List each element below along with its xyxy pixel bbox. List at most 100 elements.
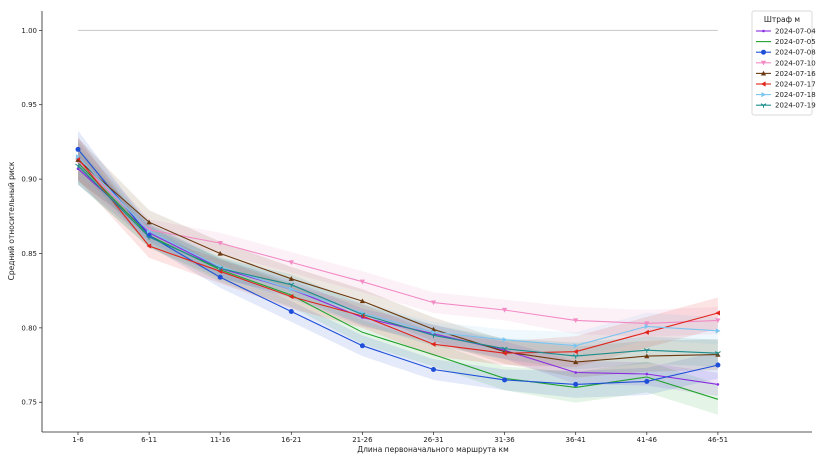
data-point xyxy=(761,49,766,55)
data-point xyxy=(288,260,294,266)
data-point xyxy=(75,146,81,152)
data-point xyxy=(217,240,223,246)
marker-stroke xyxy=(362,312,366,315)
marker-stroke xyxy=(575,354,579,357)
series-line xyxy=(77,148,719,385)
data-point xyxy=(715,351,721,356)
data-point xyxy=(76,167,80,170)
x-tick-label: 16-21 xyxy=(281,436,301,444)
y-axis-ticks: 0.75 0.80 0.85 0.90 0.95 1.00 xyxy=(21,27,42,407)
data-point xyxy=(715,318,721,324)
series-line xyxy=(77,156,718,347)
marker-stroke xyxy=(430,333,434,336)
marker-stroke xyxy=(760,103,764,106)
x-tick-label: 31-36 xyxy=(494,436,515,444)
data-point xyxy=(760,70,767,76)
marker-stroke xyxy=(148,235,152,238)
x-tick-label: 11-16 xyxy=(210,436,231,444)
marker-stroke xyxy=(217,266,221,269)
data-point xyxy=(146,235,152,240)
legend-label: 2024-07-04 xyxy=(775,28,816,36)
data-point xyxy=(573,381,579,387)
data-point xyxy=(644,323,650,329)
series-lines xyxy=(77,148,719,400)
marker-stroke xyxy=(288,282,292,286)
legend-label: 2024-07-16 xyxy=(775,70,816,78)
x-tick-label: 46-51 xyxy=(708,436,728,444)
data-point xyxy=(502,377,508,383)
data-point xyxy=(502,350,507,356)
data-point xyxy=(146,243,152,249)
series-markers xyxy=(75,146,721,387)
marker-stroke xyxy=(146,235,150,238)
data-point xyxy=(573,343,579,349)
legend-item: 2024-07-19 xyxy=(756,102,816,110)
series-band xyxy=(78,138,718,378)
series-band xyxy=(78,142,718,337)
x-axis-label: Длина первоначального маршрута км xyxy=(357,445,508,454)
marker-stroke xyxy=(359,312,363,315)
y-tick-label: 1.00 xyxy=(21,27,37,35)
data-point xyxy=(359,298,365,304)
data-point xyxy=(715,328,721,334)
x-axis-ticks: 1-6 6-11 11-16 16-21 21-26 26-31 31-36 36-41 41-… xyxy=(72,432,728,444)
data-point xyxy=(217,274,223,280)
legend-box xyxy=(751,10,813,116)
x-tick-label: 6-11 xyxy=(141,436,157,444)
legend-label: 2024-07-08 xyxy=(775,49,816,57)
x-tick-label: 26-31 xyxy=(423,436,443,444)
data-point xyxy=(217,250,223,256)
series-line xyxy=(77,159,718,363)
data-point xyxy=(288,282,295,288)
data-point xyxy=(289,286,294,292)
legend-item: 2024-07-04 xyxy=(756,28,816,36)
y-tick-label: 0.80 xyxy=(21,324,37,332)
marker-stroke xyxy=(715,351,719,354)
data-point xyxy=(288,294,294,300)
data-point xyxy=(502,307,508,313)
data-point xyxy=(573,349,578,355)
marker-stroke xyxy=(763,103,767,106)
y-tick-label: 0.95 xyxy=(21,101,37,109)
series-line xyxy=(77,160,718,324)
marker-stroke xyxy=(717,351,721,354)
data-point xyxy=(645,372,649,376)
series-band xyxy=(78,136,718,368)
legend-item: 2024-07-16 xyxy=(756,70,816,78)
marker-stroke xyxy=(219,266,224,269)
data-point xyxy=(430,300,437,306)
data-point xyxy=(715,310,720,316)
data-point xyxy=(644,321,650,327)
data-point xyxy=(716,383,720,386)
legend-label: 2024-07-19 xyxy=(775,102,816,110)
data-point xyxy=(502,337,508,343)
data-point xyxy=(359,312,366,318)
legend-items: 2024-07-04 2024-07-05 2024-07-08 2024-07-10… xyxy=(756,28,816,110)
marker-stroke xyxy=(643,348,648,351)
series-line xyxy=(77,168,718,385)
data-point xyxy=(146,219,152,225)
marker-stroke xyxy=(75,163,79,167)
data-point xyxy=(359,279,365,285)
legend-label: 2024-07-18 xyxy=(775,91,816,99)
data-point xyxy=(574,371,577,374)
legend-label: 2024-07-17 xyxy=(775,81,816,89)
series-band xyxy=(78,141,718,415)
marker-stroke xyxy=(77,163,81,167)
series-band xyxy=(78,152,718,396)
data-point xyxy=(573,359,579,365)
data-point xyxy=(217,266,224,271)
data-point xyxy=(288,309,294,315)
data-point xyxy=(643,348,650,353)
marker-stroke xyxy=(504,346,508,350)
data-point xyxy=(760,81,766,87)
legend-label: 2024-07-05 xyxy=(775,38,816,46)
data-point xyxy=(501,346,508,352)
legend-item: 2024-07-18 xyxy=(756,91,816,99)
data-point xyxy=(644,353,650,359)
series-line xyxy=(77,165,718,357)
series-line xyxy=(77,157,719,354)
x-tick-label: 21-26 xyxy=(352,436,373,444)
data-point xyxy=(430,333,437,338)
legend-title: Штраф м xyxy=(764,15,800,24)
